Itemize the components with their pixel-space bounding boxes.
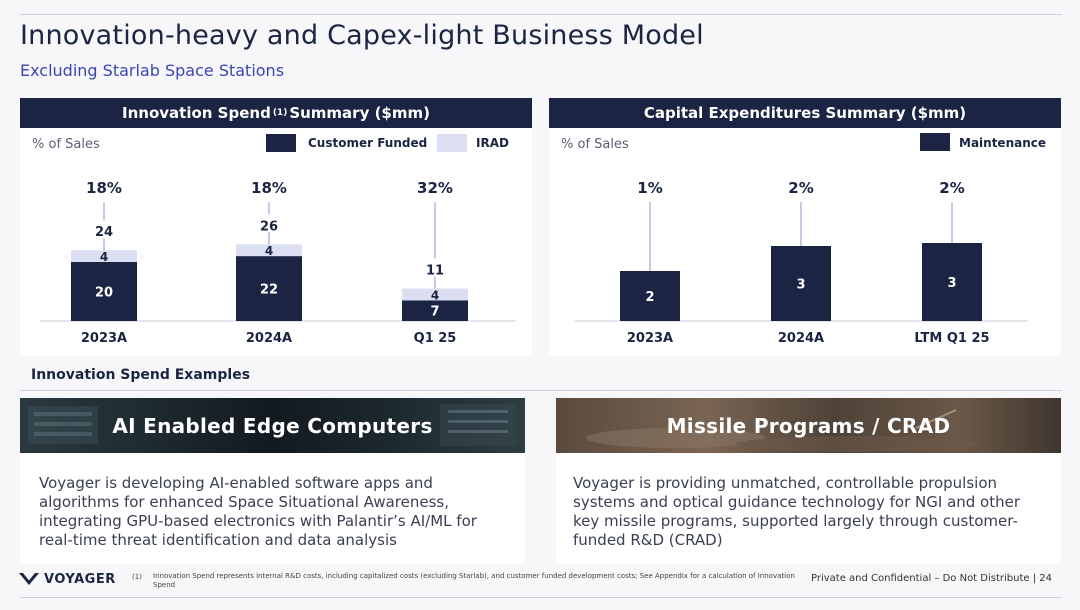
bar-customer-funded	[236, 256, 302, 321]
section-rule	[20, 390, 1062, 391]
capex-panel: Capital Expenditures Summary ($mm) % of …	[549, 98, 1061, 356]
bar-customer-funded	[402, 300, 468, 321]
innovation-spend-chart: 20 4 24 18% 2023A 22 4 26 18% 2024A 7 4 11 32% Q1 25	[40, 179, 516, 346]
footnote-text: Innovation Spend represents internal R&D…	[153, 572, 795, 589]
pct-of-sales-label: % of Sales	[32, 137, 100, 152]
missile-programs-banner: Missile Programs / CRAD	[556, 398, 1061, 453]
ai-edge-description: Voyager is developing AI-enabled softwar…	[39, 474, 477, 549]
bar-maintenance	[620, 271, 680, 321]
footnote-mark: (1)	[272, 108, 288, 118]
capex-panel-title: Capital Expenditures Summary ($mm)	[643, 104, 967, 122]
pct-of-sales-value: 18%	[86, 179, 122, 197]
innovation-panel-header: Innovation Spend (1) Summary ($mm)	[20, 98, 532, 128]
legend-label-irad: IRAD	[476, 136, 509, 150]
pct-of-sales-label: % of Sales	[561, 137, 629, 152]
page-title: Innovation-heavy and Capex-light Busines…	[20, 20, 704, 51]
bar-irad	[236, 244, 302, 257]
pct-of-sales-value: 18%	[251, 179, 287, 197]
data-label-customer-funded: 20	[95, 286, 113, 301]
bar-maintenance	[771, 246, 831, 321]
x-tick-label: 2024A	[246, 331, 292, 346]
data-label-maintenance: 3	[947, 276, 956, 291]
examples-section-label: Innovation Spend Examples	[31, 367, 251, 383]
page-subtitle: Excluding Starlab Space Stations	[20, 61, 285, 80]
voyager-logo: VOYAGER	[18, 571, 116, 587]
missile-programs-card: Missile Programs / CRAD Voyager is provi…	[556, 398, 1061, 564]
data-label-customer-funded: 22	[260, 283, 278, 298]
ai-edge-card: AI Enabled Edge Computers Voyager is dev…	[20, 398, 525, 564]
x-tick-label: 2024A	[778, 331, 824, 346]
pct-of-sales-value: 1%	[637, 179, 662, 197]
data-label-irad: 4	[265, 244, 273, 258]
voyager-logo-text: VOYAGER	[44, 571, 116, 587]
bar-customer-funded	[71, 262, 137, 321]
innovation-panel-title: Innovation Spend	[122, 104, 271, 122]
data-label-total: 24	[95, 225, 113, 240]
data-label-irad: 4	[100, 250, 108, 264]
innovation-spend-panel: Innovation Spend (1) Summary ($mm) % of …	[20, 98, 532, 356]
missile-programs-title: Missile Programs / CRAD	[666, 413, 951, 438]
bar-irad	[402, 288, 468, 301]
data-label-total: 11	[426, 264, 444, 279]
bar-maintenance	[922, 243, 982, 321]
capex-panel-header: Capital Expenditures Summary ($mm)	[549, 98, 1061, 128]
innovation-panel-title-suffix: Summary ($mm)	[289, 104, 430, 122]
data-label-maintenance: 2	[645, 290, 654, 305]
data-label-total: 26	[260, 219, 278, 234]
data-label-maintenance: 3	[796, 278, 805, 293]
confidential-notice: Private and Confidential – Do Not Distri…	[811, 573, 1052, 584]
voyager-chevron-icon	[19, 573, 39, 585]
x-tick-label: Q1 25	[414, 331, 457, 346]
x-tick-label: 2023A	[81, 331, 127, 346]
x-tick-label: 2023A	[627, 331, 673, 346]
legend-label-maintenance: Maintenance	[959, 136, 1047, 150]
x-tick-label: LTM Q1 25	[914, 331, 989, 346]
pct-of-sales-value: 2%	[939, 179, 964, 197]
data-label-customer-funded: 7	[430, 305, 439, 320]
data-label-irad: 4	[431, 288, 439, 302]
ai-edge-title: AI Enabled Edge Computers	[112, 413, 433, 438]
bottom-rule	[20, 597, 1062, 598]
pct-of-sales-value: 32%	[417, 179, 453, 197]
pct-of-sales-value: 2%	[788, 179, 813, 197]
legend-swatch-customer-funded	[266, 134, 296, 152]
ai-edge-banner: AI Enabled Edge Computers	[20, 398, 525, 453]
capex-chart: 2 1% 2023A 3 2% 2024A 3 2% LTM Q1 25	[575, 179, 1028, 346]
footnote-number: (1)	[132, 573, 142, 581]
legend-label-customer-funded: Customer Funded	[308, 136, 428, 150]
legend-swatch-maintenance	[920, 133, 950, 151]
server-rack-graphic	[28, 404, 516, 446]
bar-irad	[71, 250, 137, 262]
missile-programs-description: Voyager is providing unmatched, controll…	[573, 474, 1021, 549]
legend-swatch-irad	[437, 134, 467, 152]
top-rule	[20, 14, 1062, 15]
missile-sky-graphic	[586, 409, 976, 452]
